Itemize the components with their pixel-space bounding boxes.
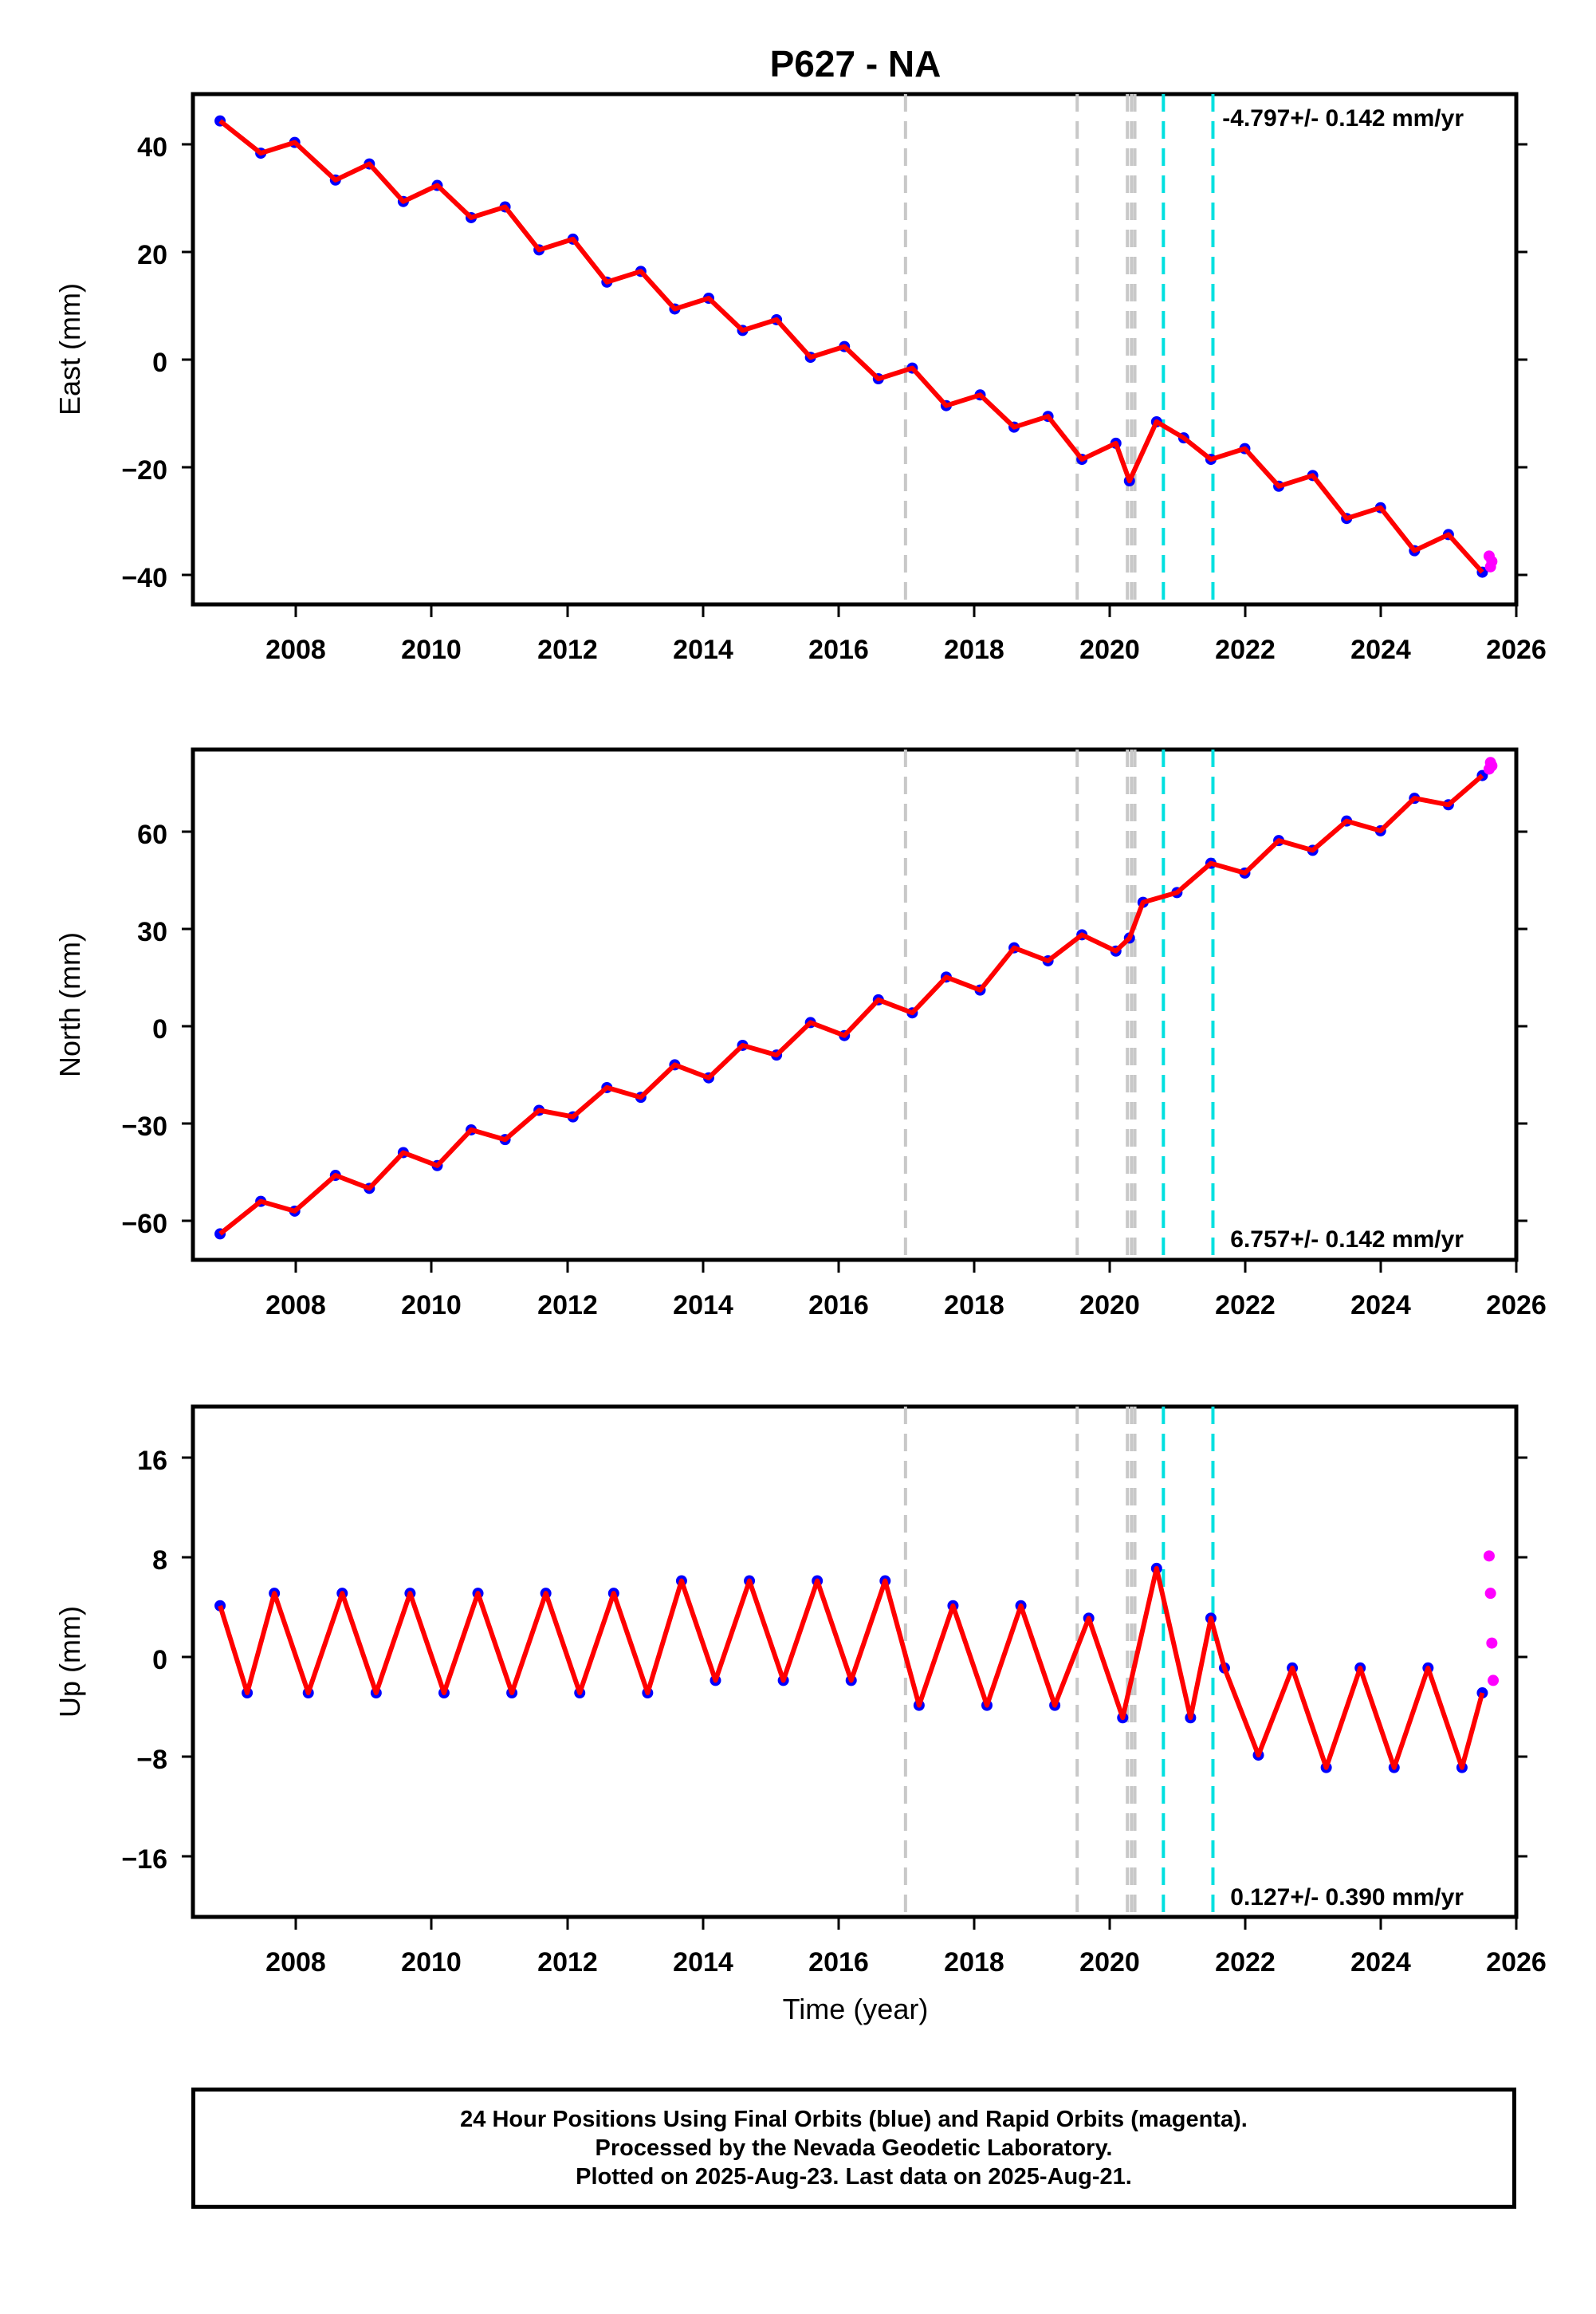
up-y-tick: −16 bbox=[121, 1844, 167, 1875]
east-y-axis-label: East (mm) bbox=[53, 283, 86, 415]
north-x-tick: 2020 bbox=[1079, 1290, 1140, 1320]
north-model-curve bbox=[218, 773, 1484, 1236]
east-x-tick: 2016 bbox=[808, 635, 869, 665]
up-event-lines bbox=[903, 1407, 1215, 1917]
north-y-tick: 0 bbox=[152, 1014, 167, 1045]
east-plot-frame bbox=[191, 92, 1519, 607]
north-rate-label: 6.757+/- 0.142 mm/yr bbox=[1230, 1226, 1464, 1253]
east-model-line bbox=[218, 119, 1484, 574]
up-x-tick: 2008 bbox=[265, 1947, 326, 1978]
up-rapid-point bbox=[1484, 1588, 1496, 1600]
footer-line: 24 Hour Positions Using Final Orbits (bl… bbox=[460, 2107, 1248, 2132]
east-x-tick: 2012 bbox=[537, 635, 598, 665]
north-event-lines bbox=[903, 750, 1215, 1260]
up-panel: Up (mm) 16 8 0 −8 −16 2008 2010 2012 201… bbox=[53, 1404, 1547, 2025]
up-y-tick: 16 bbox=[137, 1446, 167, 1476]
north-rapid-point bbox=[1486, 760, 1498, 772]
east-rate-label: -4.797+/- 0.142 mm/yr bbox=[1222, 105, 1464, 132]
up-y-ticks: 16 8 0 −8 −16 bbox=[121, 1446, 167, 1875]
up-x-ticks: 2008 2010 2012 2014 2016 2018 2020 2022 … bbox=[265, 1947, 1547, 1978]
north-panel: North (mm) 60 30 0 −30 −60 2008 2010 201… bbox=[53, 747, 1547, 1320]
north-y-tick: 60 bbox=[137, 820, 167, 850]
up-rapid-point bbox=[1488, 1675, 1500, 1686]
east-y-tick: 20 bbox=[137, 240, 167, 270]
up-x-tick: 2018 bbox=[944, 1947, 1004, 1978]
up-model-line bbox=[218, 1565, 1485, 1770]
east-y-ticks: 40 20 0 −20 −40 bbox=[121, 132, 167, 593]
east-x-tick: 2008 bbox=[265, 635, 326, 665]
east-data-points bbox=[214, 115, 1498, 578]
up-y-tick: 8 bbox=[152, 1545, 167, 1576]
north-tick-marks bbox=[182, 830, 1527, 1273]
up-y-axis-label: Up (mm) bbox=[53, 1606, 86, 1718]
north-x-tick: 2014 bbox=[673, 1290, 733, 1320]
east-event-lines bbox=[903, 94, 1215, 604]
north-y-tick: −60 bbox=[121, 1209, 167, 1239]
up-x-tick: 2012 bbox=[537, 1947, 598, 1978]
north-y-ticks: 60 30 0 −30 −60 bbox=[121, 820, 167, 1239]
east-x-tick: 2026 bbox=[1486, 635, 1547, 665]
east-y-tick: −40 bbox=[121, 563, 167, 593]
east-tick-marks bbox=[182, 143, 1527, 617]
north-x-tick: 2008 bbox=[265, 1290, 326, 1320]
up-rapid-point bbox=[1486, 1637, 1498, 1649]
north-x-tick: 2022 bbox=[1215, 1290, 1276, 1320]
up-y-tick: 0 bbox=[152, 1645, 167, 1675]
up-rapid-point bbox=[1483, 1550, 1495, 1562]
north-y-axis-label: North (mm) bbox=[53, 932, 86, 1077]
north-model-line bbox=[218, 773, 1484, 1236]
east-panel: East (mm) 40 20 0 −20 −40 2008 2010 2012… bbox=[53, 92, 1547, 665]
x-axis-label: Time (year) bbox=[783, 1993, 929, 2025]
east-rapid-point bbox=[1486, 556, 1498, 568]
north-data-points bbox=[214, 757, 1498, 1240]
north-y-tick: −30 bbox=[121, 1112, 167, 1142]
up-tick-marks bbox=[182, 1456, 1527, 1930]
east-y-tick: 0 bbox=[152, 348, 167, 378]
up-x-tick: 2014 bbox=[673, 1947, 733, 1978]
footer-line: Processed by the Nevada Geodetic Laborat… bbox=[595, 2135, 1113, 2161]
footer-line: Plotted on 2025-Aug-23. Last data on 202… bbox=[576, 2164, 1132, 2190]
north-x-tick: 2024 bbox=[1350, 1290, 1411, 1320]
up-rate-label: 0.127+/- 0.390 mm/yr bbox=[1230, 1884, 1464, 1911]
north-x-tick: 2012 bbox=[537, 1290, 598, 1320]
east-x-tick: 2020 bbox=[1079, 635, 1140, 665]
north-x-tick: 2026 bbox=[1486, 1290, 1547, 1320]
north-x-tick: 2016 bbox=[808, 1290, 869, 1320]
up-x-tick: 2022 bbox=[1215, 1947, 1276, 1978]
east-x-tick: 2022 bbox=[1215, 635, 1276, 665]
east-x-tick: 2024 bbox=[1350, 635, 1411, 665]
east-x-tick: 2010 bbox=[401, 635, 462, 665]
north-x-tick: 2018 bbox=[944, 1290, 1004, 1320]
north-x-tick: 2010 bbox=[401, 1290, 462, 1320]
up-model-curve bbox=[218, 1565, 1485, 1770]
up-plot-frame bbox=[191, 1404, 1519, 1919]
up-x-tick: 2020 bbox=[1079, 1947, 1140, 1978]
east-model-curve bbox=[218, 119, 1484, 574]
east-x-tick: 2018 bbox=[944, 635, 1004, 665]
north-y-tick: 30 bbox=[137, 917, 167, 947]
north-x-ticks: 2008 2010 2012 2014 2016 2018 2020 2022 … bbox=[265, 1290, 1547, 1320]
east-x-ticks: 2008 2010 2012 2014 2016 2018 2020 2022 … bbox=[265, 635, 1547, 665]
up-x-tick: 2016 bbox=[808, 1947, 869, 1978]
figure-title: P627 - NA bbox=[770, 43, 941, 85]
up-y-tick: −8 bbox=[136, 1745, 167, 1775]
east-y-tick: 40 bbox=[137, 132, 167, 163]
up-x-tick: 2010 bbox=[401, 1947, 462, 1978]
up-x-tick: 2026 bbox=[1486, 1947, 1547, 1978]
east-y-tick: −20 bbox=[121, 455, 167, 486]
footer-caption: 24 Hour Positions Using Final Orbits (bl… bbox=[191, 2088, 1516, 2209]
east-x-tick: 2014 bbox=[673, 635, 733, 665]
north-plot-frame bbox=[191, 747, 1519, 1262]
up-x-tick: 2024 bbox=[1350, 1947, 1411, 1978]
